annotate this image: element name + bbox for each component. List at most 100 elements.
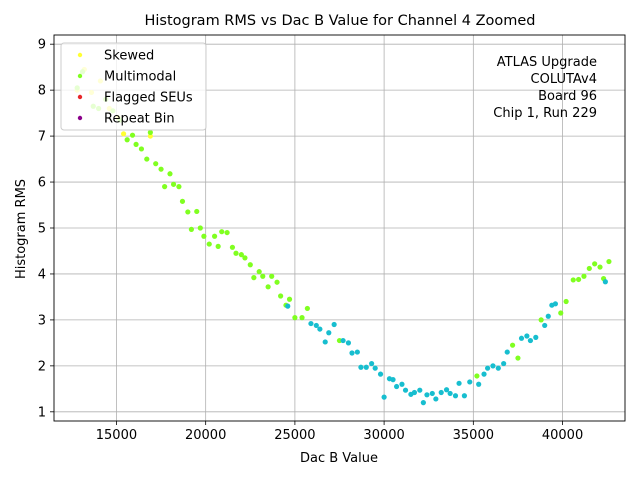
y-tick-label: 8 [38,84,46,99]
annotation-line: Chip 1, Run 229 [493,106,597,121]
multimodal-point [606,258,612,265]
annotation-line: Board 96 [538,89,597,104]
normal-point [476,381,482,387]
multimodal-point [179,198,186,204]
x-axis-label: Dac B Value [300,451,378,466]
normal-point [285,303,291,309]
multimodal-point [211,233,218,239]
normal-point [443,387,450,393]
legend: Skewed Multimodal Flagged SEUs Repeat Bin [60,42,207,131]
x-tick-label: 40000 [542,428,583,443]
multimodal-point [242,255,248,261]
x-tick-label: 15000 [96,428,137,443]
multimodal-point [299,315,305,321]
multimodal-point [162,184,168,190]
normal-point [411,389,418,396]
legend-label: Skewed [104,49,154,64]
multimodal-point [576,276,582,283]
multimodal-point [144,156,150,162]
multimodal-point [278,293,284,299]
y-axis-ticks: 1 2 3 4 5 6 7 8 9 [38,38,54,420]
multimodal-point [509,342,516,348]
y-tick-label: 3 [38,313,46,328]
normal-point [377,371,384,377]
y-tick-label: 5 [38,222,46,237]
normal-point [381,394,387,400]
legend-label: Multimodal [104,70,176,85]
multimodal-point [292,315,298,321]
normal-point [524,333,530,339]
normal-point [447,390,453,397]
legend-marker [77,52,83,58]
y-tick-label: 6 [38,176,46,191]
multimodal-point [147,129,153,136]
multimodal-point [558,310,564,316]
multimodal-point [515,355,521,361]
legend-label: Repeat Bin [104,112,175,127]
normal-point [495,365,501,371]
multimodal-point [238,252,244,258]
normal-point [402,387,409,393]
normal-point [433,396,439,402]
multimodal-point [474,373,480,379]
normal-point [399,381,405,387]
normal-point [417,387,423,393]
y-axis-label: Histogram RMS [14,179,29,279]
normal-point [340,337,346,344]
multimodal-point [176,184,182,190]
multimodal-point [597,264,603,270]
normal-point [461,393,468,399]
x-tick-label: 20000 [185,428,226,443]
legend-marker [77,73,83,79]
multimodal-point [256,269,262,275]
normal-point [308,320,314,327]
y-tick-label: 4 [38,267,46,282]
normal-point [317,326,323,332]
normal-point [331,321,337,328]
multimodal-point [247,262,253,268]
x-tick-label: 30000 [363,428,404,443]
normal-point [518,335,525,341]
x-tick-label: 25000 [274,428,315,443]
y-tick-label: 9 [38,38,46,53]
y-tick-label: 1 [38,405,46,420]
normal-point [420,400,426,406]
multimodal-point [158,166,164,172]
multimodal-point [206,241,212,247]
normal-point [326,330,332,336]
normal-point [313,322,319,329]
multimodal-point [570,277,576,283]
normal-point [363,364,369,370]
multimodal-point [224,229,230,236]
multimodal-point [138,146,145,152]
multimodal-point [194,208,200,215]
annotation-line: COLUTAv4 [531,72,597,87]
normal-point [349,350,355,356]
normal-point [504,349,510,355]
multimodal-point [197,225,203,231]
y-tick-label: 7 [38,130,46,145]
multimodal-point [124,137,130,143]
normal-point [490,363,496,369]
multimodal-point [185,209,191,215]
normal-point [358,364,364,370]
normal-point [354,349,360,355]
normal-point [438,389,444,396]
annotation-line: ATLAS Upgrade [497,55,597,70]
normal-point [456,380,462,386]
normal-point [602,279,608,285]
multimodal-point [133,141,139,147]
multimodal-point [153,161,159,167]
multimodal-point [304,305,310,312]
normal-point [527,337,534,344]
multimodal-point [260,273,266,279]
normal-point [322,339,328,345]
normal-point [390,377,396,383]
multimodal-point [592,261,598,267]
skewed-point [120,131,127,137]
multimodal-point [538,317,544,323]
normal-point [372,365,378,371]
multimodal-point [129,132,136,138]
x-axis-ticks: 15000 20000 25000 30000 35000 40000 [96,421,583,443]
chart-title: Histogram RMS vs Dac B Value for Channel… [144,13,535,29]
